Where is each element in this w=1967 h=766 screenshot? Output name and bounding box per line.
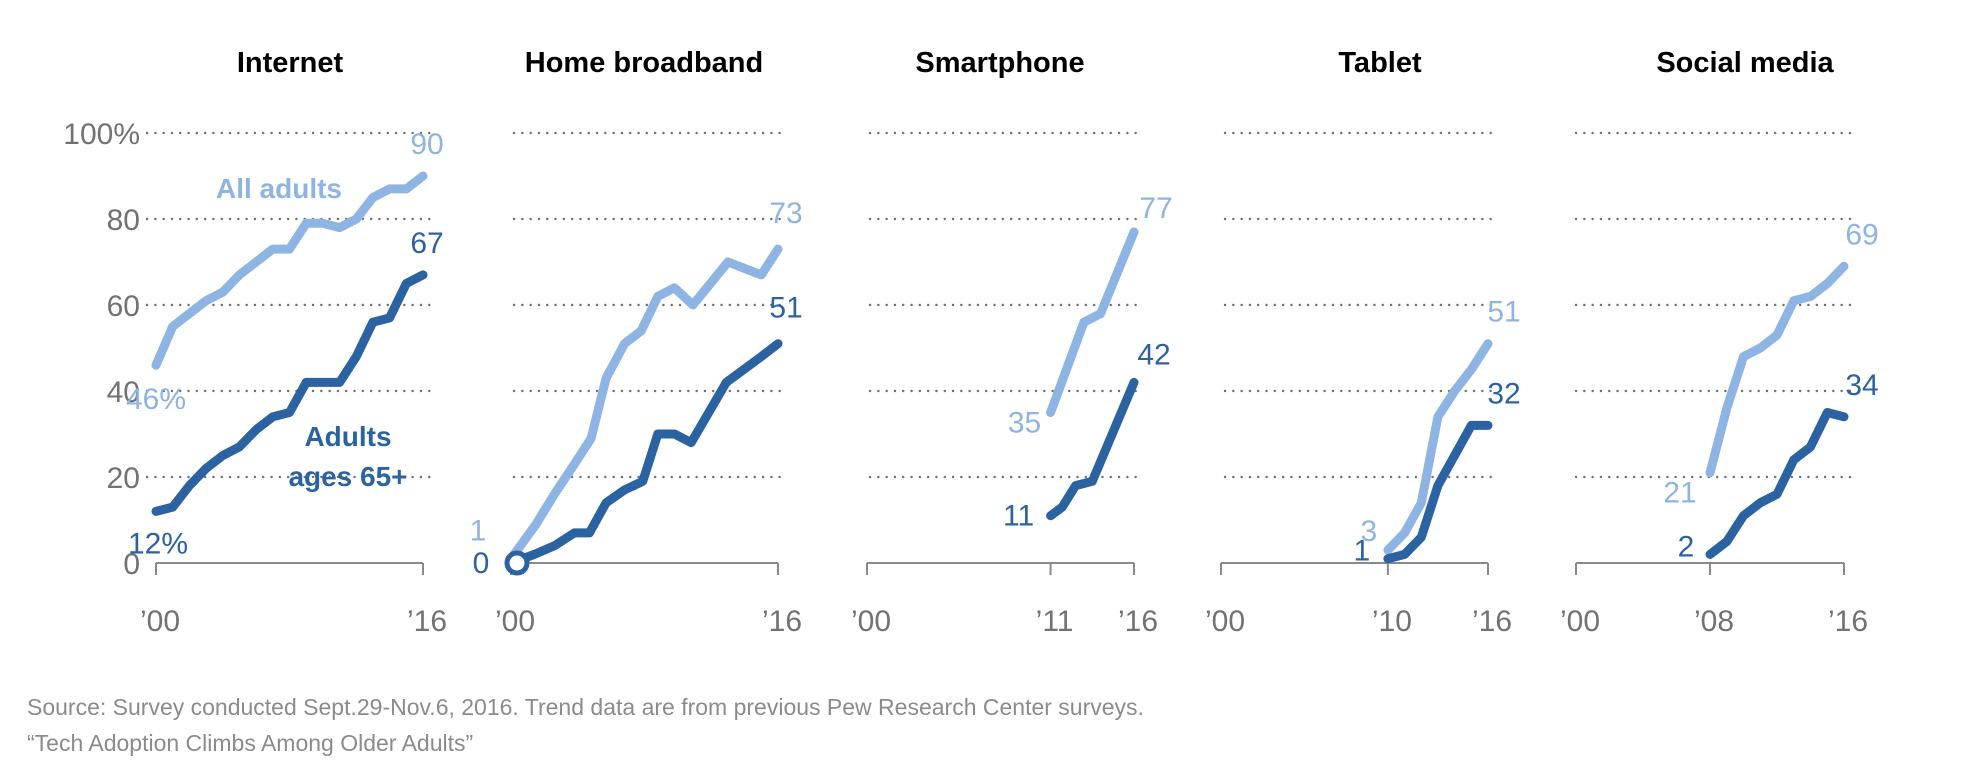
series-name-adults-65-line1: Adults	[304, 421, 391, 452]
data-label-end: 90	[410, 128, 443, 161]
data-label-start: 1	[1354, 535, 1371, 568]
series-line-adults-65-plus	[506, 339, 783, 568]
report-title: “Tech Adoption Climbs Among Older Adults…	[27, 730, 474, 756]
x-tick-label: ’16	[762, 605, 802, 638]
y-tick-label: 0	[123, 548, 140, 581]
series-line-all-adults	[506, 244, 783, 564]
data-label-end: 34	[1845, 369, 1878, 402]
panel-title: Internet	[237, 47, 344, 79]
data-label-start: 12%	[128, 527, 188, 560]
series-name-adults-65-line2: ages 65+	[288, 461, 407, 492]
x-tick-label: ’16	[1828, 605, 1868, 638]
start-marker	[504, 550, 530, 576]
y-tick-label: 40	[107, 376, 140, 409]
x-tick-label: ’00	[140, 605, 180, 638]
x-tick-label: ’10	[1372, 605, 1412, 638]
panel-home-broadband: Home broadband ’00 ’16 1 73 0 51	[470, 47, 803, 638]
x-tick-label: ’16	[407, 605, 447, 638]
x-tick-label: ’16	[1472, 605, 1512, 638]
series-line-adults-65-plus	[151, 270, 428, 516]
data-label-start: 11	[1003, 500, 1034, 533]
panel-smartphone: Smartphone ’00 ’11 ’16 35 77 11 42	[851, 47, 1173, 638]
source-note: Source: Survey conducted Sept.29-Nov.6, …	[27, 694, 1144, 720]
series-line-all-adults	[1046, 227, 1139, 417]
data-label-end: 77	[1139, 192, 1172, 225]
data-label-start: 1	[470, 515, 487, 548]
data-label-start: 2	[1678, 530, 1695, 563]
data-label-end: 42	[1137, 338, 1170, 371]
data-label-end: 51	[769, 292, 802, 325]
data-label-end: 67	[410, 227, 443, 260]
y-tick-label: 80	[107, 204, 140, 237]
panel-title: Home broadband	[525, 47, 763, 79]
data-label-start: 21	[1663, 477, 1696, 510]
x-tick-label: ’16	[1118, 605, 1158, 638]
panel-title: Smartphone	[915, 47, 1084, 79]
series-line-adults-65-plus	[1383, 420, 1493, 564]
x-tick-label: ’08	[1694, 605, 1734, 638]
y-tick-label: 20	[107, 462, 140, 495]
data-label-start: 3	[1361, 515, 1378, 548]
data-label-start: 0	[473, 547, 490, 580]
y-tick-label: 60	[107, 290, 140, 323]
series-line-adults-65-plus	[1705, 408, 1849, 559]
panels: Internet100%806040200’00’1646%9012%67All…	[63, 47, 1878, 638]
data-label-start: 46%	[126, 383, 186, 416]
series-line-adults-65-plus	[1046, 377, 1139, 521]
panel-tablet: Tablet ’00 ’10 ’16 3 51 1 32	[1205, 47, 1521, 638]
series-name-all-adults: All adults	[216, 173, 342, 204]
data-label-end: 51	[1487, 296, 1520, 329]
series-line-all-adults	[1383, 339, 1493, 555]
panel-title: Tablet	[1338, 47, 1422, 79]
x-tick-label: ’11	[1036, 605, 1074, 638]
panel-title: Social media	[1656, 47, 1834, 79]
panel-internet: Internet 100% 80 60 40 20 0’00 ’16 46% 90 12% 67 All…	[63, 47, 447, 638]
data-label-end: 32	[1487, 377, 1520, 410]
data-label-end: 69	[1845, 218, 1878, 251]
data-label-start: 35	[1008, 407, 1041, 440]
panel-social-media: Social media ’00 ’08 ’16 21 69 2 34	[1560, 47, 1879, 638]
x-tick-label: ’00	[1205, 605, 1245, 638]
x-tick-label: ’00	[851, 605, 891, 638]
series-line-all-adults	[1705, 261, 1849, 478]
x-tick-label: ’00	[495, 605, 535, 638]
x-tick-label: ’00	[1560, 605, 1600, 638]
y-tick-label: 100%	[63, 118, 140, 151]
series-line-all-adults	[151, 171, 428, 370]
data-label-end: 73	[769, 197, 802, 230]
